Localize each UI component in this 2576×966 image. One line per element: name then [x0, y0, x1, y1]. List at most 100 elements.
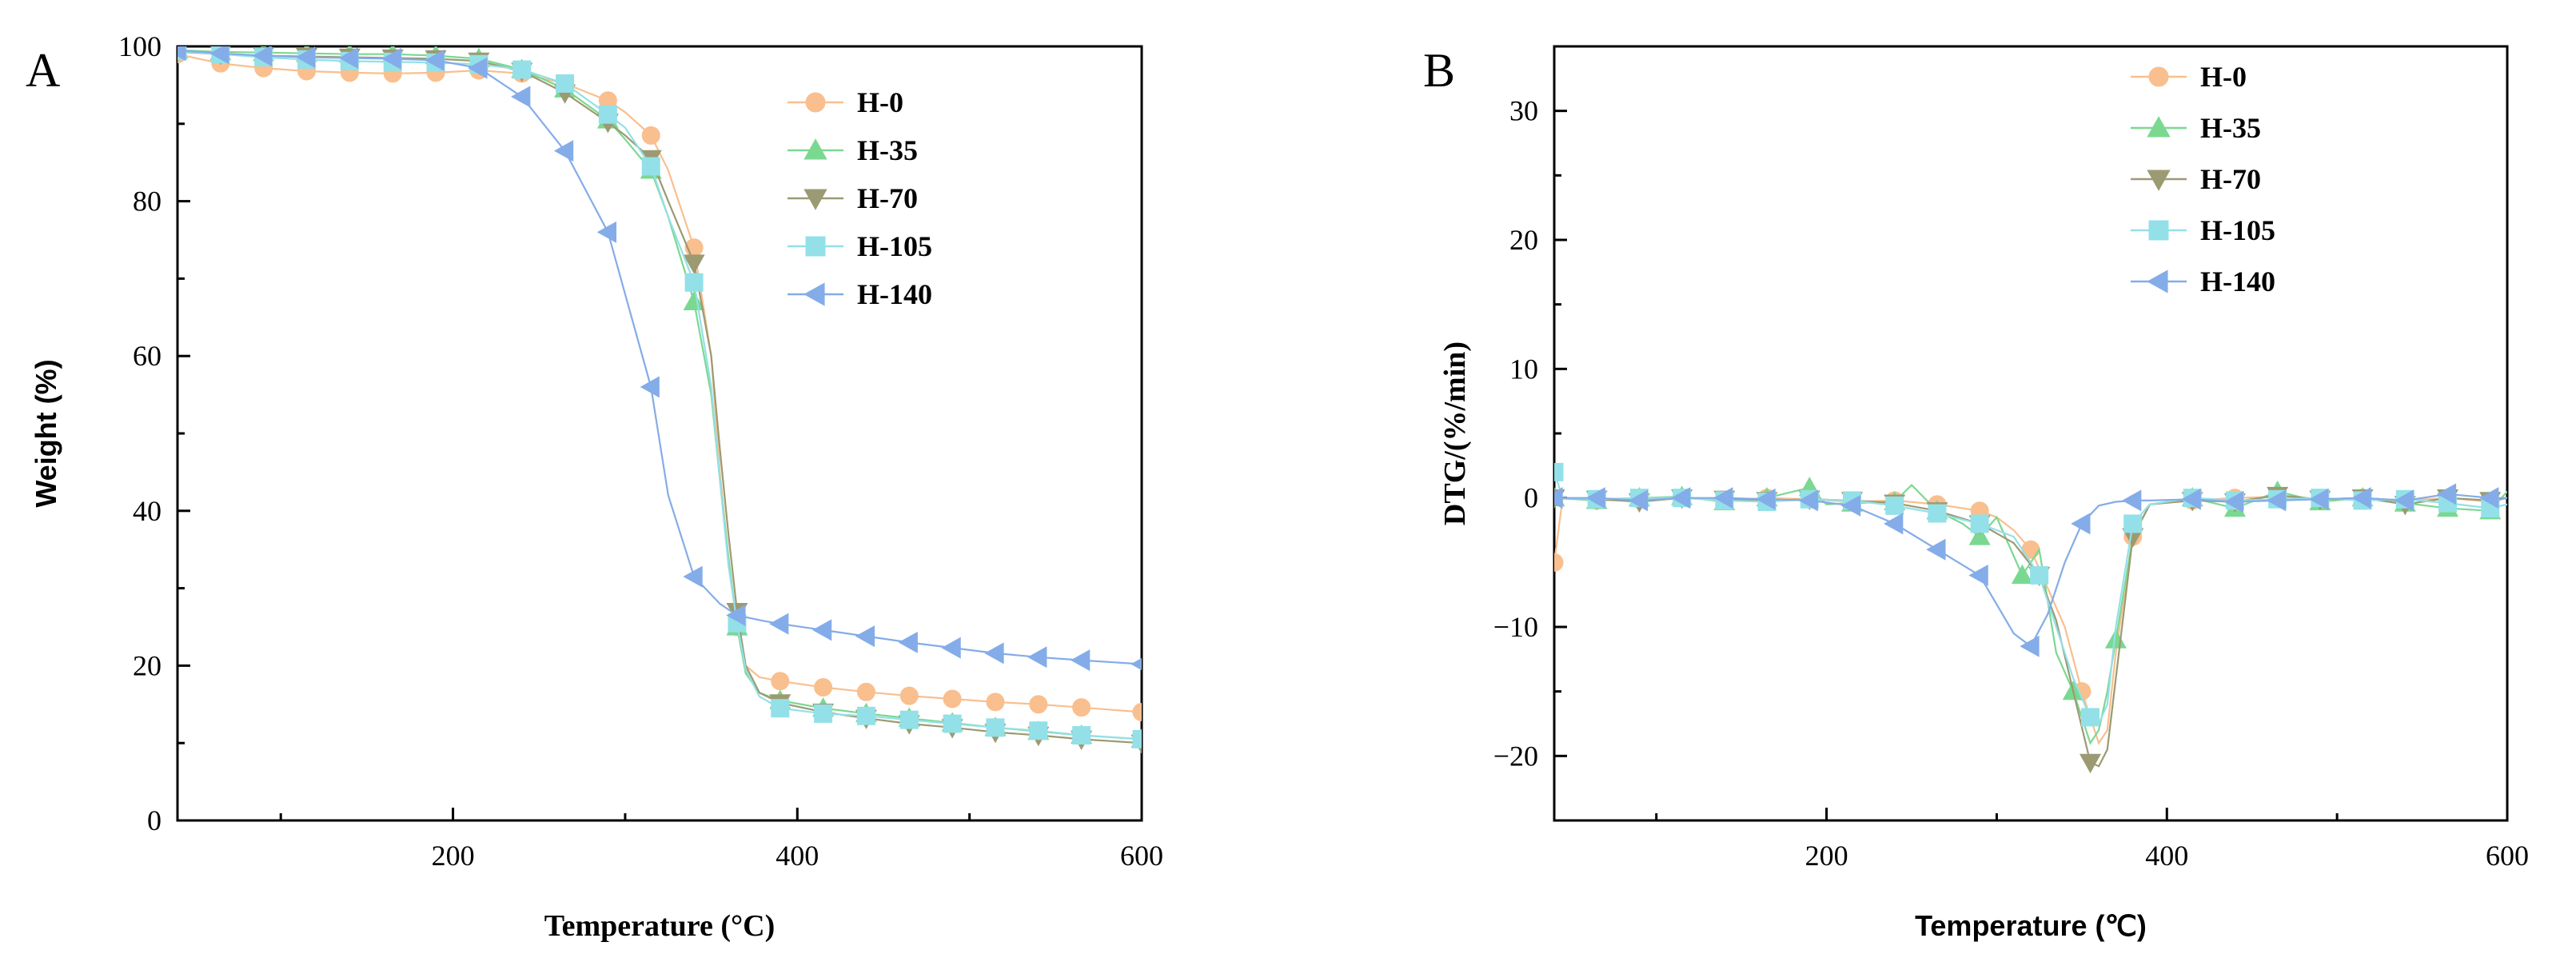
y-tick-label: 30: [1509, 95, 1538, 127]
series-line-h-0: [1554, 495, 2507, 745]
legend-label: H-140: [2200, 265, 2275, 297]
marker-h-105: [814, 704, 833, 723]
panel-a-legend: H-0 H-35 H-70 H-105 H-140: [788, 86, 932, 310]
marker-h-140: [941, 637, 961, 659]
marker-h-0: [771, 672, 790, 691]
marker-h-140: [2071, 513, 2091, 535]
marker-h-105: [1132, 729, 1142, 748]
panel-a-ylabel: Weight (%): [30, 359, 62, 507]
marker-h-140: [1756, 488, 1776, 510]
series-line-h-35: [1554, 483, 2507, 745]
y-tick-label: 40: [133, 495, 161, 527]
legend-marker: [2147, 116, 2171, 138]
series-line-h-105: [1554, 472, 2507, 725]
marker-h-105: [1072, 726, 1091, 745]
legend-label: H-105: [2200, 214, 2275, 246]
marker-h-140: [2436, 483, 2457, 505]
marker-h-105: [856, 706, 875, 725]
marker-h-105: [556, 74, 575, 93]
marker-h-140: [425, 49, 445, 71]
marker-h-140: [1070, 649, 1091, 672]
marker-h-105: [598, 105, 617, 124]
marker-h-105: [1928, 504, 1947, 523]
legend-label: H-140: [857, 278, 932, 310]
marker-h-0: [814, 678, 833, 697]
marker-h-140: [769, 613, 789, 635]
legend-marker: [805, 236, 826, 257]
marker-h-140: [1968, 564, 1988, 586]
marker-h-140: [1798, 489, 1818, 512]
marker-h-140: [855, 625, 875, 648]
marker-h-140: [1130, 657, 1142, 671]
marker-h-0: [1132, 702, 1142, 721]
marker-h-140: [2479, 487, 2499, 509]
marker-h-140: [2394, 489, 2414, 512]
marker-h-105: [2081, 708, 2099, 727]
legend-label: H-0: [2200, 61, 2247, 93]
marker-h-105: [1970, 514, 1989, 533]
marker-h-0: [1072, 698, 1091, 717]
marker-h-140: [2020, 635, 2040, 657]
legend-marker: [2147, 170, 2171, 191]
series-line-h-140: [1554, 493, 2507, 648]
marker-h-140: [1926, 538, 1946, 561]
marker-h-140: [1670, 487, 1691, 509]
x-tick-label: 600: [1120, 840, 1163, 872]
legend-label: H-0: [857, 86, 903, 118]
panel-a-xlabel: Temperature (°C): [544, 909, 776, 943]
marker-h-140: [1840, 494, 1861, 517]
legend-marker: [2148, 220, 2169, 241]
y-tick-label: 20: [133, 649, 161, 681]
marker-h-35: [2011, 564, 2033, 585]
marker-h-0: [986, 693, 1005, 712]
y-tick-label: 0: [147, 804, 161, 836]
marker-h-0: [943, 689, 962, 709]
marker-h-140: [1713, 487, 1733, 509]
marker-h-105: [641, 157, 660, 176]
legend-marker: [2148, 66, 2169, 87]
panel-b: B 200 400 600 −20 −10 0 10 20 30 H-0 H-35 H-70 H-10…: [1423, 44, 2529, 942]
marker-h-140: [177, 46, 186, 62]
y-tick-label: 20: [1509, 224, 1538, 256]
marker-h-140: [811, 619, 832, 641]
marker-h-140: [2122, 489, 2142, 512]
marker-h-140: [2309, 488, 2329, 510]
marker-h-140: [726, 604, 746, 626]
x-tick-label: 200: [432, 840, 475, 872]
marker-h-105: [512, 60, 532, 79]
marker-h-140: [553, 140, 574, 162]
panel-b-label: B: [1423, 44, 1455, 97]
panel-b-ylabel: DTG/(%/min): [1438, 341, 1472, 525]
marker-h-140: [252, 46, 273, 67]
marker-h-140: [683, 565, 703, 588]
series-line-h-70: [177, 50, 1142, 744]
marker-h-140: [338, 47, 358, 70]
marker-h-140: [2181, 488, 2201, 510]
marker-h-140: [1554, 487, 1563, 509]
y-tick-label: −20: [1493, 740, 1538, 772]
legend-label: H-35: [2200, 112, 2261, 144]
marker-h-140: [984, 642, 1004, 665]
marker-h-140: [209, 46, 229, 65]
marker-h-35: [1968, 525, 1991, 545]
marker-h-105: [986, 718, 1005, 737]
marker-h-35: [683, 290, 705, 311]
marker-h-140: [1027, 646, 1047, 669]
marker-h-105: [943, 714, 962, 733]
y-tick-label: −10: [1493, 611, 1538, 643]
marker-h-105: [1029, 721, 1048, 740]
legend-marker: [804, 189, 827, 210]
marker-h-0: [856, 682, 875, 701]
panel-a: A 200 400 600 0 20 40 60 80 100 H-0 H-35 H-70 H-105…: [26, 30, 1163, 943]
x-tick-label: 400: [776, 840, 819, 872]
marker-h-105: [771, 699, 790, 718]
legend-marker: [805, 92, 826, 113]
marker-h-105: [2030, 565, 2049, 585]
marker-h-140: [1884, 513, 1904, 535]
legend-marker: [2147, 269, 2168, 293]
marker-h-140: [2266, 489, 2287, 512]
y-tick-label: 100: [118, 30, 161, 62]
y-tick-label: 80: [133, 186, 161, 218]
marker-h-140: [1585, 487, 1605, 509]
